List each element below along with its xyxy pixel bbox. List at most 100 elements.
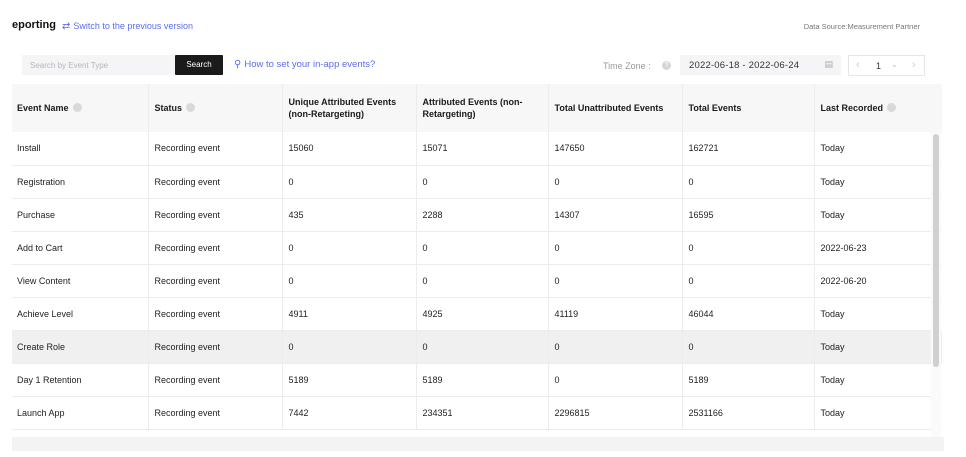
table-cell: 435	[282, 198, 417, 232]
table-footer	[12, 437, 944, 451]
table-cell: 0	[548, 231, 683, 265]
table-cell: 0	[548, 330, 683, 364]
table-cell: Install	[12, 132, 149, 166]
help-icon[interactable]: ?	[662, 61, 671, 70]
data-source-label: Data Source:Measurement Partner	[803, 22, 920, 31]
table-cell: 234351	[416, 396, 549, 430]
lightbulb-icon: ⚲	[234, 59, 242, 70]
table-cell: Purchase	[12, 198, 149, 232]
table-cell: 2296815	[548, 396, 683, 430]
table-cell: Achieve Level	[12, 297, 149, 331]
table-cell: 2022-06-20	[814, 264, 942, 298]
chevron-down-icon[interactable]: ⌄	[891, 60, 898, 69]
table-cell: 46044	[682, 297, 815, 331]
table-row[interactable]: Registration Recording event 0 0 0 0 Today	[12, 165, 942, 199]
table-cell: Recording event	[148, 132, 283, 166]
table-cell: 14307	[548, 198, 683, 232]
table-cell: 2531166	[682, 396, 815, 430]
scrollbar-thumb[interactable]	[933, 134, 939, 367]
table-cell: 0	[282, 165, 417, 199]
page-title: eporting	[12, 19, 56, 31]
search-button[interactable]: Search	[175, 55, 223, 75]
switch-version-label: Switch to the previous version	[73, 21, 193, 31]
table-cell: Today	[814, 363, 942, 397]
page-number[interactable]: 1	[876, 61, 882, 71]
table-cell: 2022-06-23	[814, 231, 942, 265]
pagination: ‹ 1 ⌄ ›	[848, 55, 925, 76]
top-bar: eporting ⇄ Switch to the previous version…	[0, 0, 944, 40]
col-total-events: Total Events	[682, 84, 815, 132]
table-cell: Launch App	[12, 396, 149, 430]
calendar-icon: ▤	[824, 59, 833, 69]
table-cell: 4925	[416, 297, 549, 331]
table-cell: 41119	[548, 297, 683, 331]
table-cell: Add to Cart	[12, 231, 149, 265]
table-cell: Recording event	[148, 330, 283, 364]
timezone-label: Time Zone :	[603, 61, 651, 71]
table-cell: 0	[548, 264, 683, 298]
table-cell: Recording event	[148, 165, 283, 199]
date-range-value: 2022-06-18 - 2022-06-24	[689, 60, 800, 71]
table-cell: Day 1 Retention	[12, 363, 149, 397]
table-row[interactable]: Launch App Recording event 7442 234351 22968…	[12, 396, 942, 430]
table-cell: Create Role	[12, 330, 149, 364]
table-cell: 7442	[282, 396, 417, 430]
table-cell: View Content	[12, 264, 149, 298]
table-cell: Recording event	[148, 264, 283, 298]
help-icon[interactable]	[72, 103, 82, 112]
search-input[interactable]	[22, 55, 176, 75]
table-cell: 0	[416, 264, 549, 298]
table-cell: 15071	[416, 132, 549, 166]
howto-link[interactable]: ⚲ How to set your in-app events?	[234, 59, 375, 70]
prev-page-icon[interactable]: ‹	[856, 59, 860, 71]
table-cell: 0	[416, 330, 549, 364]
table-cell: Today	[814, 330, 942, 364]
table-cell: Recording event	[148, 396, 283, 430]
table-cell: 0	[548, 165, 683, 199]
table-row[interactable]: Purchase Recording event 435 2288 14307 16595…	[12, 198, 942, 232]
table-cell: Registration	[12, 165, 149, 199]
table-cell: Today	[814, 165, 942, 199]
howto-link-label: How to set your in-app events?	[244, 59, 376, 70]
col-attributed: Attributed Events (non-Retargeting)	[416, 84, 549, 132]
table-row[interactable]: Create Role Recording event 0 0 0 0 Today	[12, 330, 942, 364]
table-cell: 2288	[416, 198, 549, 232]
help-icon[interactable]	[887, 103, 897, 112]
col-unique-attributed: Unique Attributed Events (non-Retargetin…	[282, 84, 417, 132]
table-row[interactable]: Day 1 Retention Recording event 5189 5189 0 5…	[12, 363, 942, 397]
table-cell: 0	[682, 264, 815, 298]
table-cell: Recording event	[148, 297, 283, 331]
help-icon[interactable]	[186, 103, 196, 112]
next-page-icon[interactable]: ›	[912, 59, 916, 71]
switch-version-link[interactable]: ⇄ Switch to the previous version	[62, 21, 193, 32]
col-total-unattributed: Total Unattributed Events	[548, 84, 683, 132]
date-range-picker[interactable]: 2022-06-18 - 2022-06-24 ▤	[680, 55, 841, 75]
table-row[interactable]: View Content Recording event 0 0 0 0 2022-06-2…	[12, 264, 942, 298]
table-row[interactable]: Achieve Level Recording event 4911 4925 4111…	[12, 297, 942, 331]
table-cell: 0	[548, 363, 683, 397]
table-header-row: Event Name Status Unique Attributed Even…	[12, 84, 942, 132]
table-cell: Recording event	[148, 231, 283, 265]
table-cell: 15060	[282, 132, 417, 166]
table-cell: Recording event	[148, 363, 283, 397]
table-row[interactable]: Install Recording event 15060 15071 147650 16…	[12, 132, 942, 166]
table-cell: Recording event	[148, 198, 283, 232]
table-cell: Today	[814, 396, 942, 430]
table-cell: 5189	[682, 363, 815, 397]
col-event-name: Event Name	[12, 84, 149, 132]
table-cell: 147650	[548, 132, 683, 166]
table-cell: 5189	[282, 363, 417, 397]
table-cell: 0	[282, 264, 417, 298]
table-cell: 0	[282, 231, 417, 265]
col-status: Status	[148, 84, 283, 132]
table-cell: 0	[416, 165, 549, 199]
table-cell: 16595	[682, 198, 815, 232]
table-cell: Today	[814, 132, 942, 166]
table-row[interactable]: Add to Cart Recording event 0 0 0 0 2022-06-23	[12, 231, 942, 265]
table-cell: 0	[682, 165, 815, 199]
table-cell: 0	[416, 231, 549, 265]
table-cell: 162721	[682, 132, 815, 166]
table-cell: 0	[682, 330, 815, 364]
table-cell: Today	[814, 297, 942, 331]
table-cell: 0	[682, 231, 815, 265]
